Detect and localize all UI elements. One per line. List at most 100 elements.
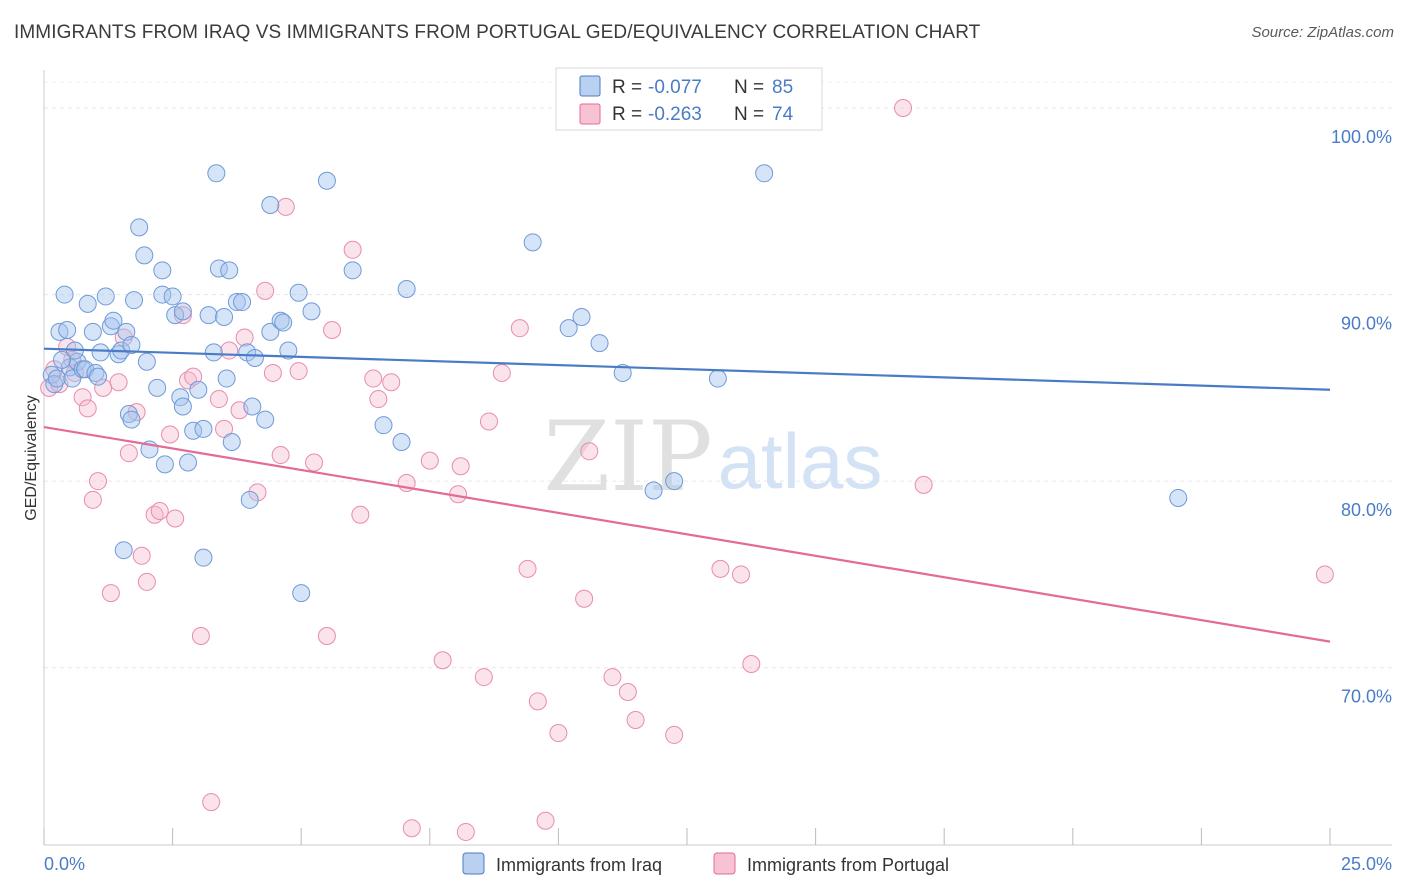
legend-r-value-iraq: -0.077: [648, 77, 702, 98]
y-tick-label-100: 100.0%: [1331, 127, 1392, 147]
point-portugal: [289, 362, 308, 381]
point-iraq: [122, 410, 141, 429]
point-iraq: [243, 397, 262, 416]
point-portugal: [518, 559, 537, 578]
series-iraq: [42, 164, 1188, 603]
point-iraq: [261, 322, 280, 341]
series-portugal: [40, 98, 1334, 841]
point-portugal: [914, 475, 933, 494]
point-iraq: [227, 293, 246, 312]
point-portugal: [220, 341, 239, 360]
legend-r-label-portugal: R =: [612, 104, 642, 125]
chart-title: IMMIGRANTS FROM IRAQ VS IMMIGRANTS FROM …: [14, 22, 981, 43]
point-portugal: [603, 668, 622, 687]
point-portugal: [323, 321, 342, 340]
point-portugal: [161, 425, 180, 444]
point-portugal: [474, 668, 493, 687]
legend-n-label-iraq: N =: [734, 77, 764, 98]
point-portugal: [317, 627, 336, 646]
point-portugal: [101, 584, 120, 603]
y-axis-label: GED/Equivalency: [23, 395, 40, 520]
point-portugal: [1315, 565, 1334, 584]
point-iraq: [96, 287, 115, 306]
point-iraq: [220, 261, 239, 280]
legend-swatch-iraq: [579, 75, 601, 97]
point-portugal: [369, 390, 388, 409]
point-iraq: [523, 233, 542, 252]
x-tick-label-max: 25.0%: [1341, 854, 1392, 874]
point-portugal: [263, 363, 282, 382]
point-portugal: [894, 98, 913, 117]
point-portugal: [711, 559, 730, 578]
point-portugal: [173, 306, 192, 325]
point-iraq: [55, 285, 74, 304]
point-iraq: [104, 311, 123, 330]
point-portugal: [742, 655, 761, 674]
point-iraq: [374, 416, 393, 435]
point-portugal: [276, 197, 295, 216]
point-iraq: [179, 453, 198, 472]
point-portugal: [271, 446, 290, 465]
point-iraq: [194, 548, 213, 567]
point-portugal: [137, 572, 156, 591]
point-iraq: [559, 319, 578, 338]
point-iraq: [708, 369, 727, 388]
point-iraq: [122, 335, 141, 354]
axes: [43, 70, 1392, 846]
legend-n-value-iraq: 85: [772, 77, 793, 98]
point-portugal: [549, 724, 568, 743]
point-portugal: [420, 451, 439, 470]
point-iraq: [204, 343, 223, 362]
bottom-legend-swatch-portugal: [713, 852, 736, 875]
point-portugal: [536, 811, 555, 830]
point-portugal: [510, 319, 529, 338]
point-portugal: [364, 369, 383, 388]
point-iraq: [613, 363, 632, 382]
point-portugal: [305, 453, 324, 472]
point-iraq: [302, 302, 321, 321]
point-iraq: [245, 349, 264, 368]
bottom-legend: Immigrants from Iraq Immigrants from Por…: [462, 852, 949, 875]
x-tick-label-min: 0.0%: [44, 854, 85, 874]
point-iraq: [317, 171, 336, 190]
point-portugal: [248, 483, 267, 502]
point-iraq: [89, 367, 108, 386]
point-iraq: [274, 313, 293, 332]
point-iraq: [572, 307, 591, 326]
point-iraq: [1169, 488, 1188, 507]
point-iraq: [163, 287, 182, 306]
point-iraq: [240, 490, 259, 509]
point-portugal: [89, 472, 108, 491]
point-iraq: [63, 369, 82, 388]
point-iraq: [233, 293, 252, 312]
point-iraq: [53, 350, 72, 369]
point-iraq: [279, 341, 298, 360]
point-iraq: [590, 334, 609, 353]
point-iraq: [261, 196, 280, 215]
trend-lines: [43, 347, 1331, 643]
point-portugal: [626, 710, 645, 729]
point-iraq: [173, 302, 192, 321]
legend-r-label-iraq: R =: [612, 77, 642, 98]
point-iraq: [644, 481, 663, 500]
legend-n-label-portugal: N =: [734, 104, 764, 125]
point-iraq: [148, 378, 167, 397]
point-portugal: [382, 373, 401, 392]
point-iraq: [135, 246, 154, 265]
point-portugal: [402, 819, 421, 838]
point-portugal: [343, 240, 362, 259]
point-portugal: [492, 363, 511, 382]
point-iraq: [755, 164, 774, 183]
y-tick-label-70: 70.0%: [1341, 687, 1392, 707]
point-iraq: [91, 343, 110, 362]
point-iraq: [114, 541, 133, 560]
point-portugal: [479, 412, 498, 431]
point-iraq: [292, 584, 311, 603]
point-portugal: [83, 490, 102, 509]
point-iraq: [215, 307, 234, 326]
point-iraq: [194, 419, 213, 438]
point-portugal: [109, 373, 128, 392]
y-tick-label-90: 90.0%: [1341, 314, 1392, 334]
point-iraq: [289, 283, 308, 302]
point-portugal: [732, 565, 751, 584]
